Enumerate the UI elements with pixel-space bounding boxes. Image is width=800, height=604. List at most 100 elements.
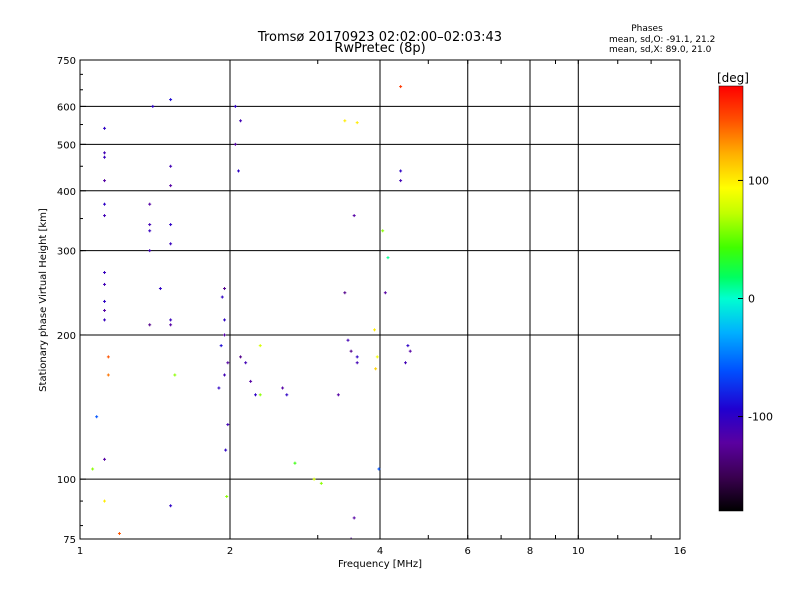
- data-point: [319, 481, 323, 485]
- data-point: [103, 179, 107, 183]
- colorbar-tick-label: -100: [748, 411, 773, 424]
- data-point: [349, 349, 353, 353]
- data-point: [148, 249, 152, 253]
- data-point: [103, 499, 107, 503]
- data-point: [373, 328, 377, 332]
- data-point: [169, 223, 173, 227]
- data-point: [106, 355, 110, 359]
- grid-lines: [80, 60, 680, 539]
- data-point: [386, 256, 390, 260]
- data-point: [103, 202, 107, 206]
- x-tick-label: 16: [674, 546, 687, 557]
- data-point: [355, 361, 359, 365]
- x-tick-label: 10: [572, 546, 585, 557]
- data-point: [258, 393, 262, 397]
- y-tick-label: 400: [57, 187, 76, 198]
- y-tick-label: 75: [63, 535, 76, 546]
- data-point: [224, 448, 228, 452]
- stats-header: Phases: [631, 24, 663, 34]
- data-point: [95, 415, 99, 419]
- data-point: [399, 85, 403, 89]
- x-tick-label: 6: [465, 546, 471, 557]
- x-tick-label: 8: [527, 546, 533, 557]
- data-point: [148, 323, 152, 327]
- data-point: [103, 155, 107, 159]
- data-point: [226, 423, 230, 427]
- data-point: [158, 287, 162, 291]
- x-tick-label: 2: [227, 546, 233, 557]
- data-point: [244, 361, 248, 365]
- y-axis-ticks: 75 100 200 300 400 500 600 750: [57, 56, 86, 546]
- data-point: [355, 355, 359, 359]
- data-point: [103, 282, 107, 286]
- data-point: [223, 287, 227, 291]
- colorbar-ticks: 100 0 -100: [738, 174, 773, 424]
- data-point: [236, 169, 240, 173]
- chart-subtitle: RwPretec (8p): [334, 41, 425, 56]
- data-point: [169, 184, 173, 188]
- data-point: [169, 504, 173, 508]
- data-point: [173, 373, 177, 377]
- data-point: [293, 461, 297, 465]
- data-point: [103, 308, 107, 312]
- data-point: [103, 457, 107, 461]
- data-point: [103, 299, 107, 303]
- data-point: [223, 318, 227, 322]
- data-point: [106, 373, 110, 377]
- data-point: [219, 344, 223, 348]
- y-tick-label: 500: [57, 140, 76, 151]
- stats-line-x: mean, sd,X: 89.0, 21.0: [609, 45, 712, 55]
- colorbar-label: [deg]: [717, 71, 749, 85]
- data-point: [148, 202, 152, 206]
- stats-line-o: mean, sd,O: -91.1, 21.2: [609, 35, 715, 45]
- data-point: [225, 494, 229, 498]
- y-axis-label: Stationary phase Virtual Height [km]: [38, 208, 49, 392]
- chart-title: Tromsø 20170923 02:02:00–02:03:43: [257, 30, 502, 45]
- data-point: [312, 477, 316, 481]
- data-point: [148, 223, 152, 227]
- data-point: [169, 323, 173, 327]
- data-points: [91, 85, 412, 539]
- data-point: [285, 393, 289, 397]
- x-tick-label: 1: [77, 546, 83, 557]
- data-point: [223, 373, 227, 377]
- x-axis-label: Frequency [MHz]: [338, 559, 422, 570]
- data-point: [375, 355, 379, 359]
- y-tick-label: 200: [57, 331, 76, 342]
- data-point: [117, 532, 121, 536]
- data-point: [349, 537, 353, 539]
- data-point: [403, 361, 407, 365]
- data-point: [91, 467, 95, 471]
- data-point: [346, 338, 350, 342]
- colorbar-tick-label: 0: [748, 293, 755, 306]
- data-point: [383, 291, 387, 295]
- y-tick-label: 100: [57, 475, 76, 486]
- y-tick-label: 750: [57, 56, 76, 67]
- data-point: [281, 386, 285, 390]
- data-point: [355, 121, 359, 125]
- data-point: [352, 214, 356, 218]
- data-point: [233, 104, 237, 108]
- x-tick-label: 4: [377, 546, 383, 557]
- data-point: [239, 119, 243, 123]
- data-point: [249, 379, 253, 383]
- data-point: [220, 295, 224, 299]
- data-point: [343, 291, 347, 295]
- data-point: [406, 344, 410, 348]
- data-point: [226, 361, 230, 365]
- data-point: [352, 516, 356, 520]
- y-tick-label: 600: [57, 102, 76, 113]
- data-point: [169, 164, 173, 168]
- colorbar-tick-label: 100: [748, 174, 769, 187]
- data-point: [253, 393, 257, 397]
- data-point: [151, 104, 155, 108]
- data-point: [239, 355, 243, 359]
- data-point: [258, 344, 262, 348]
- data-point: [103, 318, 107, 322]
- data-point: [343, 119, 347, 123]
- data-point: [336, 393, 340, 397]
- data-point: [399, 179, 403, 183]
- data-point: [103, 126, 107, 130]
- data-point: [399, 169, 403, 173]
